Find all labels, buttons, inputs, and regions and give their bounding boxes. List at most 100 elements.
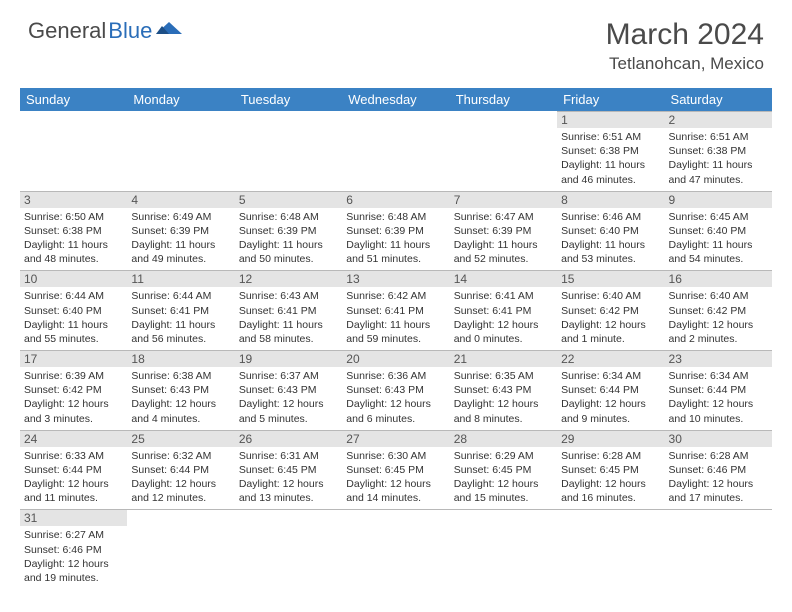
sunrise-text: Sunrise: 6:28 AM bbox=[669, 449, 768, 463]
sunset-text: Sunset: 6:42 PM bbox=[561, 304, 660, 318]
daylight-text: Daylight: 11 hours and 48 minutes. bbox=[24, 238, 123, 266]
sunset-text: Sunset: 6:42 PM bbox=[669, 304, 768, 318]
calendar-cell bbox=[450, 111, 557, 191]
calendar-cell bbox=[665, 509, 772, 589]
header: General Blue March 2024 Tetlanohcan, Mex… bbox=[0, 0, 792, 82]
calendar-cell: 15Sunrise: 6:40 AMSunset: 6:42 PMDayligh… bbox=[557, 270, 664, 350]
calendar-cell: 31Sunrise: 6:27 AMSunset: 6:46 PMDayligh… bbox=[20, 509, 127, 589]
calendar-cell: 20 Sunrise: 6:36 AMSunset: 6:43 PMDayligh… bbox=[342, 350, 449, 430]
sunset-text: Sunset: 6:39 PM bbox=[131, 224, 230, 238]
daylight-text: Daylight: 11 hours and 50 minutes. bbox=[239, 238, 338, 266]
sunrise-text: Sunrise: 6:31 AM bbox=[239, 449, 338, 463]
day-number: 9 bbox=[665, 192, 772, 208]
day-number: 23 bbox=[665, 351, 772, 367]
sunrise-text: Sunrise: 6:29 AM bbox=[454, 449, 553, 463]
calendar-cell: 14Sunrise: 6:41 AMSunset: 6:41 PMDayligh… bbox=[450, 270, 557, 350]
sunrise-text: Sunrise: 6:48 AM bbox=[346, 210, 445, 224]
sunrise-text: Sunrise: 6:49 AM bbox=[131, 210, 230, 224]
sunrise-text: Sunrise: 6:32 AM bbox=[131, 449, 230, 463]
sunset-text: Sunset: 6:45 PM bbox=[346, 463, 445, 477]
sunrise-text: Sunrise: 6:51 AM bbox=[669, 130, 768, 144]
sunset-text: Sunset: 6:45 PM bbox=[239, 463, 338, 477]
sunrise-text: Sunrise: 6:46 AM bbox=[561, 210, 660, 224]
calendar-cell: 23Sunrise: 6:34 AMSunset: 6:44 PMDayligh… bbox=[665, 350, 772, 430]
calendar-cell: 24Sunrise: 6:33 AMSunset: 6:44 PMDayligh… bbox=[20, 430, 127, 510]
sunrise-text: Sunrise: 6:48 AM bbox=[239, 210, 338, 224]
daylight-text: Daylight: 12 hours and 9 minutes. bbox=[561, 397, 660, 425]
daylight-text: Daylight: 12 hours and 6 minutes. bbox=[346, 397, 445, 425]
sunrise-text: Sunrise: 6:34 AM bbox=[561, 369, 660, 383]
calendar-cell: 16Sunrise: 6:40 AMSunset: 6:42 PMDayligh… bbox=[665, 270, 772, 350]
day-number: 13 bbox=[342, 271, 449, 287]
sunrise-text: Sunrise: 6:34 AM bbox=[669, 369, 768, 383]
daylight-text: Daylight: 11 hours and 46 minutes. bbox=[561, 158, 660, 186]
logo: General Blue bbox=[28, 18, 182, 44]
daylight-text: Daylight: 11 hours and 59 minutes. bbox=[346, 318, 445, 346]
sunrise-text: Sunrise: 6:38 AM bbox=[131, 369, 230, 383]
sunset-text: Sunset: 6:43 PM bbox=[239, 383, 338, 397]
calendar-week-row: 10Sunrise: 6:44 AMSunset: 6:40 PMDayligh… bbox=[20, 270, 772, 350]
weekday-header: Saturday bbox=[665, 88, 772, 111]
calendar-cell: 10Sunrise: 6:44 AMSunset: 6:40 PMDayligh… bbox=[20, 270, 127, 350]
sunrise-text: Sunrise: 6:27 AM bbox=[24, 528, 123, 542]
day-number: 27 bbox=[342, 431, 449, 447]
sunset-text: Sunset: 6:39 PM bbox=[454, 224, 553, 238]
weekday-header: Friday bbox=[557, 88, 664, 111]
daylight-text: Daylight: 11 hours and 53 minutes. bbox=[561, 238, 660, 266]
logo-text-general: General bbox=[28, 18, 106, 44]
day-number: 20 bbox=[342, 351, 449, 367]
calendar-cell: 2Sunrise: 6:51 AMSunset: 6:38 PMDaylight… bbox=[665, 111, 772, 191]
daylight-text: Daylight: 12 hours and 17 minutes. bbox=[669, 477, 768, 505]
sunset-text: Sunset: 6:42 PM bbox=[24, 383, 123, 397]
sunset-text: Sunset: 6:39 PM bbox=[346, 224, 445, 238]
calendar-cell bbox=[127, 111, 234, 191]
calendar-cell: 5 Sunrise: 6:48 AMSunset: 6:39 PMDaylight… bbox=[235, 191, 342, 271]
day-number: 26 bbox=[235, 431, 342, 447]
day-number: 11 bbox=[127, 271, 234, 287]
sunset-text: Sunset: 6:38 PM bbox=[669, 144, 768, 158]
calendar-cell: 1Sunrise: 6:51 AMSunset: 6:38 PMDaylight… bbox=[557, 111, 664, 191]
sunset-text: Sunset: 6:45 PM bbox=[561, 463, 660, 477]
location-label: Tetlanohcan, Mexico bbox=[606, 54, 764, 74]
sunrise-text: Sunrise: 6:30 AM bbox=[346, 449, 445, 463]
daylight-text: Daylight: 11 hours and 54 minutes. bbox=[669, 238, 768, 266]
day-number: 15 bbox=[557, 271, 664, 287]
calendar-cell: 4Sunrise: 6:49 AMSunset: 6:39 PMDaylight… bbox=[127, 191, 234, 271]
sunrise-text: Sunrise: 6:36 AM bbox=[346, 369, 445, 383]
calendar-cell: 27Sunrise: 6:30 AMSunset: 6:45 PMDayligh… bbox=[342, 430, 449, 510]
calendar-cell bbox=[450, 509, 557, 589]
daylight-text: Daylight: 12 hours and 13 minutes. bbox=[239, 477, 338, 505]
sunrise-text: Sunrise: 6:51 AM bbox=[561, 130, 660, 144]
day-number: 29 bbox=[557, 431, 664, 447]
day-number: 24 bbox=[20, 431, 127, 447]
weekday-header: Thursday bbox=[450, 88, 557, 111]
weekday-header: Wednesday bbox=[342, 88, 449, 111]
sunset-text: Sunset: 6:41 PM bbox=[346, 304, 445, 318]
weekday-header: Monday bbox=[127, 88, 234, 111]
sunset-text: Sunset: 6:39 PM bbox=[239, 224, 338, 238]
sunset-text: Sunset: 6:44 PM bbox=[131, 463, 230, 477]
sunset-text: Sunset: 6:41 PM bbox=[239, 304, 338, 318]
daylight-text: Daylight: 11 hours and 58 minutes. bbox=[239, 318, 338, 346]
daylight-text: Daylight: 12 hours and 0 minutes. bbox=[454, 318, 553, 346]
sunset-text: Sunset: 6:45 PM bbox=[454, 463, 553, 477]
weekday-header: Sunday bbox=[20, 88, 127, 111]
day-number: 21 bbox=[450, 351, 557, 367]
calendar-cell bbox=[235, 111, 342, 191]
day-number: 6 bbox=[342, 192, 449, 208]
sunset-text: Sunset: 6:43 PM bbox=[131, 383, 230, 397]
day-number: 4 bbox=[127, 192, 234, 208]
day-number: 8 bbox=[557, 192, 664, 208]
calendar-cell: 6Sunrise: 6:48 AMSunset: 6:39 PMDaylight… bbox=[342, 191, 449, 271]
calendar-cell bbox=[342, 111, 449, 191]
day-number: 5 bbox=[235, 192, 342, 208]
sunset-text: Sunset: 6:46 PM bbox=[669, 463, 768, 477]
flag-icon bbox=[156, 20, 182, 43]
daylight-text: Daylight: 12 hours and 5 minutes. bbox=[239, 397, 338, 425]
day-number: 17 bbox=[20, 351, 127, 367]
day-number: 30 bbox=[665, 431, 772, 447]
daylight-text: Daylight: 11 hours and 56 minutes. bbox=[131, 318, 230, 346]
sunrise-text: Sunrise: 6:43 AM bbox=[239, 289, 338, 303]
calendar-cell: 7Sunrise: 6:47 AMSunset: 6:39 PMDaylight… bbox=[450, 191, 557, 271]
sunset-text: Sunset: 6:43 PM bbox=[346, 383, 445, 397]
